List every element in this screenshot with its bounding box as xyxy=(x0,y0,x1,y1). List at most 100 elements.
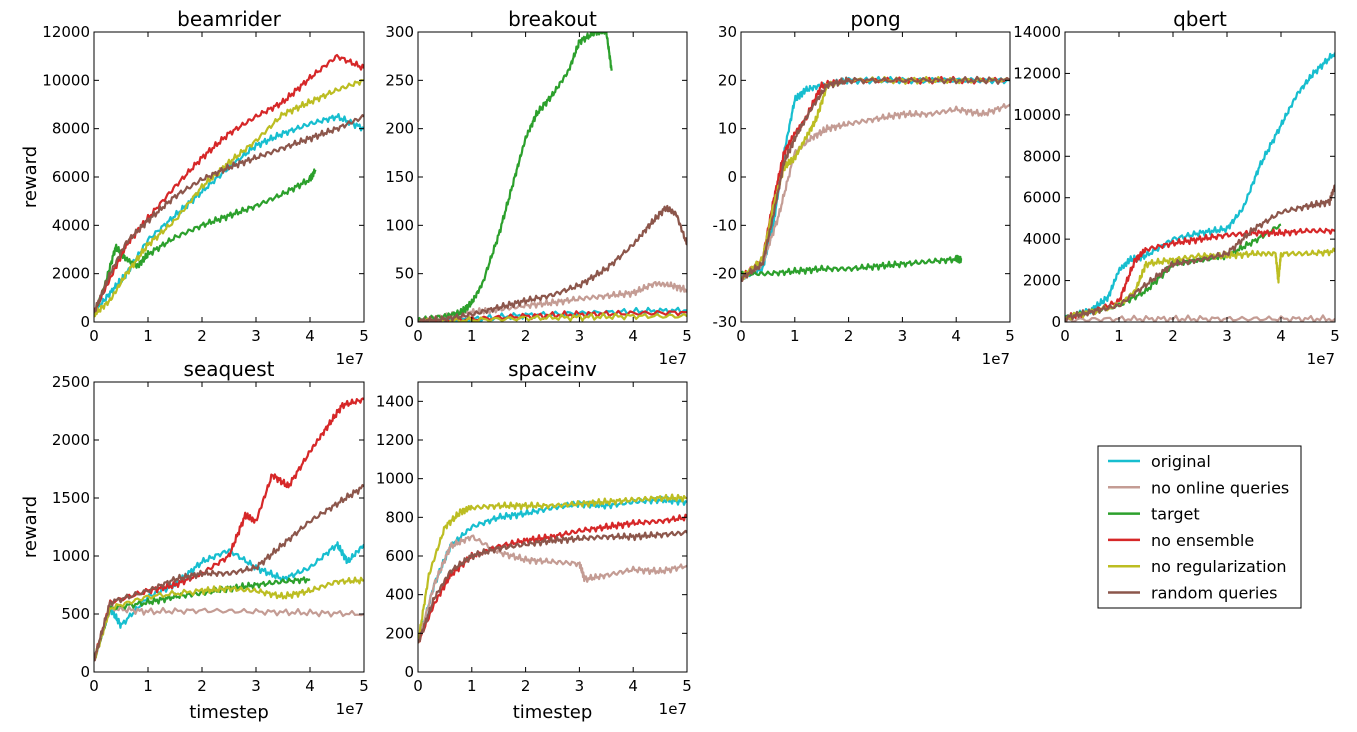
y-tick-label: 150 xyxy=(385,168,414,186)
y-tick-label: 500 xyxy=(61,605,90,623)
y-tick-label: 10 xyxy=(718,120,737,138)
series-line-no-regularization xyxy=(741,76,1010,281)
x-offset-label: 1e7 xyxy=(659,350,687,368)
series-line-original xyxy=(94,541,364,661)
x-tick-label: 0 xyxy=(413,677,423,695)
x-tick-label: 4 xyxy=(951,327,961,345)
y-tick-label: 250 xyxy=(385,71,414,89)
y-tick-label: 1400 xyxy=(376,392,414,410)
subplot-qbert: 0 1 2 3 4 5 0 2000 4000 6000 8000 10000 12000 14000 1e… xyxy=(1013,7,1339,368)
legend: original no online queries target no ensemb… xyxy=(1097,445,1302,609)
x-tick-label: 0 xyxy=(1060,327,1070,345)
y-tick-label: 0 xyxy=(80,313,90,331)
y-tick-label: 4000 xyxy=(1023,230,1061,248)
y-tick-label: 6000 xyxy=(52,168,90,186)
x-tick-label: 4 xyxy=(1276,327,1286,345)
series-line-no-ensemble xyxy=(1065,227,1335,321)
legend-label: no online queries xyxy=(1151,478,1289,497)
x-tick-label: 2 xyxy=(1168,327,1178,345)
series-line-target xyxy=(1065,223,1282,321)
subplot-title: pong xyxy=(850,7,900,31)
x-tick-label: 4 xyxy=(305,677,315,695)
x-tick-label: 2 xyxy=(197,677,207,695)
x-tick-label: 5 xyxy=(682,327,692,345)
plot-frame xyxy=(1064,31,1336,323)
x-axis-label: timestep xyxy=(189,702,269,723)
series-group xyxy=(418,32,687,322)
x-tick-label: 0 xyxy=(89,677,99,695)
subplot-pong: 0 1 2 3 4 5 -30 -20 -10 0 10 20 30 1e7 pong xyxy=(713,7,1015,368)
x-tick-label: 3 xyxy=(251,677,261,695)
x-axis-label: timestep xyxy=(513,702,593,723)
y-tick-label: 1000 xyxy=(376,470,414,488)
x-offset-label: 1e7 xyxy=(336,700,364,718)
series-line-no-online-queries xyxy=(418,281,687,322)
x-tick-label: 1 xyxy=(143,327,153,345)
legend-label: no ensemble xyxy=(1151,531,1254,550)
y-tick-label: 4000 xyxy=(52,216,90,234)
x-tick-label: 4 xyxy=(305,327,315,345)
series-line-random-queries xyxy=(418,204,687,322)
x-tick-label: 1 xyxy=(143,677,153,695)
plot-frame xyxy=(417,381,688,673)
x-tick-label: 1 xyxy=(1114,327,1124,345)
y-tick-label: 0 xyxy=(404,663,414,681)
series-line-target xyxy=(418,32,613,322)
x-tick-label: 5 xyxy=(359,677,369,695)
series-line-no-ensemble xyxy=(94,397,364,662)
x-tick-label: 2 xyxy=(197,327,207,345)
y-tick-label: 10000 xyxy=(1013,106,1061,124)
series-line-target xyxy=(741,254,963,278)
y-tick-label: 0 xyxy=(1051,313,1061,331)
x-tick-label: 5 xyxy=(359,327,369,345)
y-tick-label: 800 xyxy=(385,508,414,526)
y-tick-label: -10 xyxy=(713,216,738,234)
y-tick-label: 200 xyxy=(385,120,414,138)
series-line-no-online-queries xyxy=(1065,314,1335,322)
y-tick-label: 200 xyxy=(385,624,414,642)
x-tick-label: 3 xyxy=(251,327,261,345)
plot-frame xyxy=(93,31,365,323)
y-tick-label: 50 xyxy=(395,265,414,283)
x-tick-label: 3 xyxy=(1222,327,1232,345)
x-tick-label: 3 xyxy=(575,327,585,345)
y-tick-label: -20 xyxy=(713,265,738,283)
y-tick-label: 30 xyxy=(718,23,737,41)
x-tick-label: 3 xyxy=(898,327,908,345)
y-tick-label: 20 xyxy=(718,71,737,89)
subplot-grid: 0 1 2 3 4 50200040006000800010000120001e7beam… xyxy=(20,7,1340,723)
y-tick-label: 100 xyxy=(385,216,414,234)
x-tick-label: 0 xyxy=(736,327,746,345)
y-tick-label: 0 xyxy=(80,663,90,681)
y-axis-label: reward xyxy=(20,146,41,208)
y-tick-label: 2000 xyxy=(1023,272,1061,290)
subplot-title: spaceinv xyxy=(508,357,597,381)
x-tick-label: 2 xyxy=(521,677,531,695)
y-tick-label: 6000 xyxy=(1023,189,1061,207)
y-tick-label: 12000 xyxy=(1013,64,1061,82)
x-tick-label: 1 xyxy=(467,677,477,695)
x-tick-label: 5 xyxy=(682,677,692,695)
series-line-no-online-queries xyxy=(418,534,687,644)
x-tick-label: 5 xyxy=(1330,327,1340,345)
x-tick-label: 3 xyxy=(575,677,585,695)
subplot-title: breakout xyxy=(508,7,597,31)
series-line-original xyxy=(94,113,364,313)
y-tick-label: 1500 xyxy=(52,489,90,507)
series-line-random-queries xyxy=(94,484,364,662)
x-tick-label: 1 xyxy=(790,327,800,345)
x-tick-label: 2 xyxy=(844,327,854,345)
subplot-title: seaquest xyxy=(184,357,275,381)
y-tick-label: 8000 xyxy=(1023,147,1061,165)
series-line-no-regularization xyxy=(94,576,364,661)
x-tick-label: 4 xyxy=(628,327,638,345)
legend-box xyxy=(1097,445,1302,609)
y-axis-label: reward xyxy=(20,496,41,558)
y-tick-label: 14000 xyxy=(1013,23,1061,41)
legend-label: no regularization xyxy=(1151,557,1287,576)
y-tick-label: 8000 xyxy=(52,120,90,138)
series-line-original xyxy=(418,306,687,322)
series-line-random-queries xyxy=(741,75,1010,282)
series-line-original xyxy=(1065,52,1335,320)
